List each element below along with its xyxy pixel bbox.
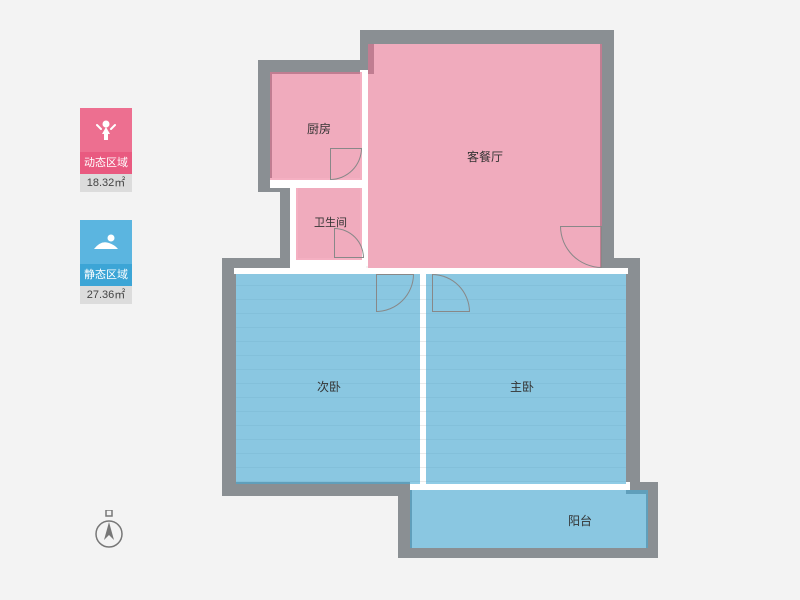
wall bbox=[222, 482, 412, 496]
static-zone-label: 静态区域 bbox=[80, 264, 132, 286]
wall bbox=[600, 30, 614, 272]
dynamic-zone-icon bbox=[80, 108, 132, 152]
legend-panel: 动态区域 18.32㎡ 静态区域 27.36㎡ bbox=[80, 108, 136, 332]
wall bbox=[626, 258, 640, 490]
dynamic-zone-label: 动态区域 bbox=[80, 152, 132, 174]
dynamic-zone-value: 18.32㎡ bbox=[80, 174, 132, 192]
label-kitchen: 厨房 bbox=[307, 120, 331, 137]
legend-dynamic: 动态区域 18.32㎡ bbox=[80, 108, 136, 192]
static-zone-value: 27.36㎡ bbox=[80, 286, 132, 304]
label-bathroom: 卫生间 bbox=[314, 214, 347, 230]
compass-icon bbox=[92, 510, 126, 555]
label-balcony: 阳台 bbox=[568, 512, 592, 529]
label-master-bed: 主卧 bbox=[510, 378, 534, 395]
wall bbox=[222, 258, 236, 496]
static-zone-icon bbox=[80, 220, 132, 264]
legend-static: 静态区域 27.36㎡ bbox=[80, 220, 136, 304]
zone-balcony bbox=[410, 490, 648, 548]
floorplan: 厨房 客餐厅 卫生间 次卧 主卧 阳台 bbox=[222, 30, 702, 580]
label-second-bed: 次卧 bbox=[317, 378, 341, 395]
wall bbox=[360, 30, 614, 44]
label-living: 客餐厅 bbox=[467, 148, 503, 165]
wall bbox=[398, 548, 658, 558]
